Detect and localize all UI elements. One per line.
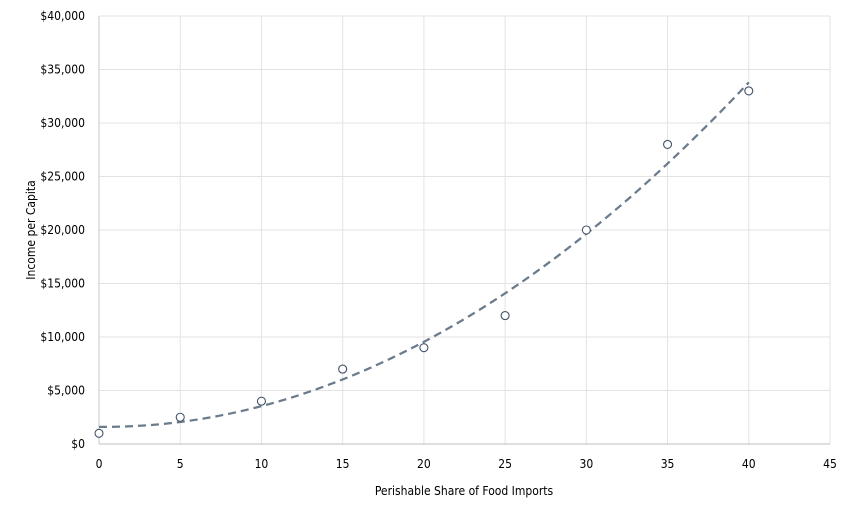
x-tick-label: 45 [823,457,837,471]
axes [98,16,830,445]
data-point [256,396,266,406]
data-point [94,428,104,438]
y-tick-label: $35,000 [40,63,85,77]
x-tick-label: 15 [336,457,350,471]
y-tick-labels: $0 $5,000 $10,000 $15,000 $20,000 $25,000 $30,… [40,9,85,451]
y-tick-label: $40,000 [40,9,85,23]
x-tick-label: 25 [498,457,512,471]
x-tick-label: 20 [417,457,431,471]
x-tick-label: 10 [255,457,269,471]
grid-lines [99,15,831,444]
data-point [500,311,510,321]
y-tick-label: $10,000 [40,330,85,344]
trendline [99,81,750,429]
trendline-path [99,81,750,429]
data-point [744,86,754,96]
y-tick-label: $5,000 [47,384,85,398]
x-tick-label: 0 [96,457,103,471]
y-tick-label: $15,000 [40,277,85,291]
y-tick-label: $30,000 [40,116,85,130]
data-points [94,86,754,438]
x-tick-label: 35 [661,457,675,471]
x-tick-labels: 0 5 10 15 20 25 30 35 40 45 [96,457,837,471]
data-point [663,139,673,149]
data-point [419,343,429,353]
data-point [581,225,591,235]
data-point [175,412,185,422]
data-point [338,364,348,374]
y-axis-title: Income per Capita [24,180,38,279]
x-tick-label: 30 [579,457,593,471]
y-tick-label: $0 [71,437,85,451]
x-axis-title: Perishable Share of Food Imports [375,484,554,498]
y-tick-label: $20,000 [40,223,85,237]
x-tick-label: 5 [177,457,184,471]
y-tick-label: $25,000 [40,170,85,184]
x-tick-label: 40 [742,457,756,471]
